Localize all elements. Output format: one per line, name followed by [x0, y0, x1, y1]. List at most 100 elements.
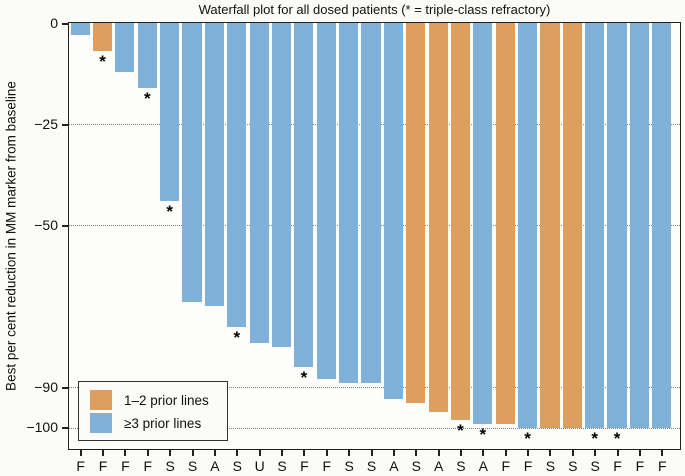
y-tick-mark — [62, 22, 68, 25]
bar-patient-19 — [473, 23, 493, 424]
bar-patient-26 — [629, 23, 649, 428]
x-tick-mark — [482, 450, 485, 456]
bar-patient-9 — [249, 23, 269, 343]
triple-class-refractory-star: * — [99, 52, 106, 72]
bar-patient-25 — [607, 23, 627, 428]
x-tick-label: S — [187, 458, 198, 474]
x-tick-mark — [102, 450, 105, 456]
bar-patient-14 — [361, 23, 381, 384]
gridline--90 — [69, 387, 680, 389]
gridline--100 — [69, 427, 680, 429]
bar-patient-2 — [92, 23, 113, 52]
x-tick-label: F — [76, 458, 85, 474]
x-tick-label: F — [98, 458, 108, 474]
triple-class-refractory-star: * — [300, 368, 308, 388]
y-tick-label: −100 — [26, 419, 58, 436]
y-tick-mark — [62, 386, 68, 389]
triple-class-refractory-star: * — [524, 428, 531, 448]
x-tick-mark — [124, 450, 127, 456]
chart-title: Waterfall plot for all dosed patients (*… — [198, 2, 551, 17]
x-tick-mark — [236, 450, 239, 456]
x-tick-label: S — [232, 458, 242, 474]
bar-patient-10 — [271, 23, 292, 347]
bar-patient-21 — [518, 23, 538, 428]
bar-patient-12 — [316, 23, 336, 380]
x-tick-label: A — [478, 458, 489, 474]
y-tick-mark — [62, 123, 68, 126]
x-tick-label: S — [456, 458, 466, 474]
x-tick-mark — [79, 450, 82, 456]
bar-patient-22 — [540, 23, 560, 428]
x-tick-mark — [303, 450, 306, 456]
x-tick-mark — [392, 450, 395, 456]
x-tick-label: S — [411, 458, 421, 474]
x-tick-label: F — [121, 458, 130, 474]
x-tick-label: F — [613, 458, 622, 474]
triple-class-refractory-star: * — [457, 420, 464, 440]
y-tick-label: −90 — [34, 378, 58, 395]
bar-patient-1 — [70, 23, 90, 36]
legend-label: ≥3 prior lines — [124, 415, 202, 431]
x-tick-label: S — [366, 458, 377, 474]
x-tick-mark — [527, 450, 530, 456]
x-tick-label: A — [389, 458, 399, 474]
x-tick-mark — [638, 450, 641, 456]
x-tick-label: F — [322, 458, 332, 474]
bar-patient-16 — [406, 23, 426, 404]
bar-patient-17 — [428, 23, 448, 412]
legend-item-ge3-prior-lines: ≥3 prior lines — [90, 412, 227, 434]
plot-area: * * * * * * * * * * — [68, 22, 681, 450]
bar-patient-15 — [383, 23, 403, 400]
legend-label: 1–2 prior lines — [124, 392, 209, 408]
bar-patient-13 — [339, 23, 359, 384]
x-tick-label: U — [254, 458, 265, 474]
x-tick-mark — [661, 450, 664, 456]
x-tick-mark — [594, 450, 597, 456]
bar-patient-8 — [227, 23, 247, 327]
x-tick-label: F — [501, 458, 510, 474]
x-tick-label: S — [568, 458, 578, 474]
bar-patient-6 — [182, 23, 202, 303]
bar-patient-5 — [160, 23, 180, 202]
x-tick-mark — [370, 450, 373, 456]
triple-class-refractory-star: * — [479, 424, 487, 444]
x-tick-mark — [437, 450, 440, 456]
y-tick-label: 0 — [50, 14, 58, 31]
x-tick-label: S — [545, 458, 556, 474]
x-tick-label: F — [143, 458, 153, 474]
x-tick-mark — [616, 450, 619, 456]
y-tick-mark — [62, 224, 68, 227]
triple-class-refractory-star: * — [143, 88, 151, 108]
bar-patient-23 — [562, 23, 582, 428]
x-tick-mark — [325, 450, 328, 456]
bar-patient-20 — [495, 23, 515, 424]
x-tick-label: A — [433, 458, 444, 474]
x-tick-mark — [415, 450, 418, 456]
legend: 1–2 prior lines ≥3 prior lines — [78, 381, 228, 441]
x-tick-mark — [281, 450, 284, 456]
x-tick-mark — [191, 450, 194, 456]
y-tick-mark — [62, 427, 68, 430]
triple-class-refractory-star: * — [591, 428, 599, 448]
legend-swatch-blue — [90, 413, 112, 433]
x-tick-label: F — [300, 458, 309, 474]
bar-patient-3 — [115, 23, 135, 72]
x-tick-mark — [348, 450, 351, 456]
y-tick-label: −25 — [34, 115, 58, 132]
x-tick-label: F — [523, 458, 533, 474]
bar-patient-27 — [652, 23, 672, 428]
legend-swatch-orange — [90, 390, 112, 410]
x-tick-label: F — [658, 458, 667, 474]
x-tick-label: F — [635, 458, 645, 474]
bar-patient-4 — [137, 23, 157, 88]
x-tick-mark — [213, 450, 216, 456]
bar-patient-24 — [585, 23, 605, 428]
x-tick-mark — [146, 450, 149, 456]
x-tick-mark — [169, 450, 172, 456]
x-tick-label: S — [165, 458, 175, 474]
x-tick-mark — [258, 450, 261, 456]
legend-item-1-2-prior-lines: 1–2 prior lines — [90, 389, 227, 411]
x-tick-label: A — [210, 458, 220, 474]
x-tick-label: S — [344, 458, 354, 474]
